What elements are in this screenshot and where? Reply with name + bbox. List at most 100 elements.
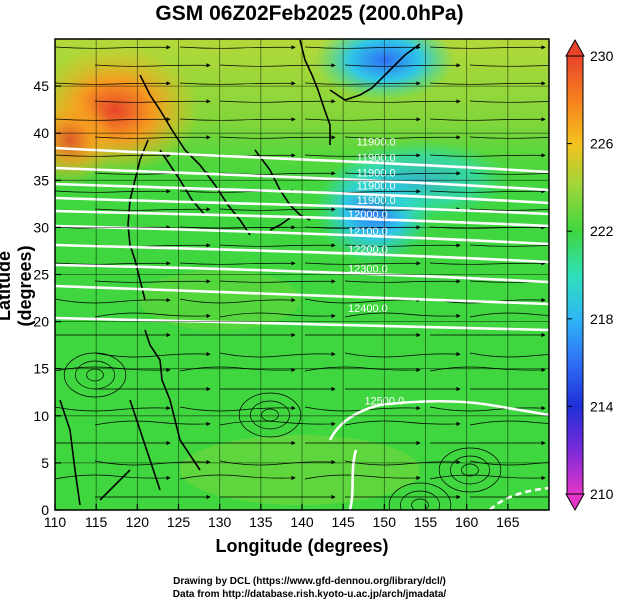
streamline <box>469 172 549 175</box>
contour-labels: 11900.011900.011900.011900.011900.012000… <box>348 136 404 407</box>
contour-label: 12200.0 <box>348 244 388 256</box>
colorbar-tick-label: 222 <box>590 223 614 239</box>
streamline <box>304 261 421 266</box>
contour-label: 12300.0 <box>348 264 388 276</box>
y-tick-label: 10 <box>33 408 49 424</box>
streamline <box>179 261 296 266</box>
contour-label: 11900.0 <box>357 136 396 148</box>
x-tick-label: 165 <box>496 514 520 530</box>
x-tick-label: 130 <box>208 514 232 530</box>
streamline <box>219 63 336 68</box>
streamline <box>304 153 421 158</box>
streamline <box>219 243 336 248</box>
streamline <box>429 117 546 122</box>
streamline <box>94 207 211 212</box>
streamline <box>469 312 549 318</box>
streamline-swirl <box>411 498 429 510</box>
streamline <box>55 474 171 481</box>
colorbar-top-arrow <box>565 38 585 57</box>
streamline <box>469 208 549 211</box>
streamline <box>344 99 461 104</box>
x-tick-label: 120 <box>126 514 150 530</box>
streamline <box>55 261 171 266</box>
streamline <box>219 135 336 140</box>
streamline <box>344 243 461 248</box>
temperature-field: 11900.011900.011900.011900.011900.012000… <box>55 39 549 510</box>
streamline-swirl <box>400 490 440 510</box>
streamline <box>179 474 296 481</box>
colorbar-tick-label: 230 <box>590 48 614 64</box>
streamline <box>469 64 549 67</box>
colorbar-bottom-arrow <box>565 493 585 512</box>
streamline <box>429 189 546 194</box>
streamline-swirl <box>388 482 452 510</box>
y-tick-label: 5 <box>41 455 49 471</box>
y-tick-label: 20 <box>33 314 49 330</box>
streamline <box>429 45 546 50</box>
streamline-swirl <box>461 463 479 477</box>
streamline <box>344 312 461 319</box>
streamline <box>429 474 546 481</box>
streamline <box>179 81 296 86</box>
y-tick-label: 15 <box>33 361 49 377</box>
chart-title: GSM 06Z02Feb2025 (200.0hPa) <box>155 2 464 25</box>
streamline <box>469 136 549 139</box>
streamline <box>55 153 171 158</box>
y-tick-label: 35 <box>33 172 49 188</box>
streamline <box>429 366 546 373</box>
streamline-swirl <box>63 352 127 398</box>
streamline <box>55 189 171 194</box>
streamline <box>219 312 336 319</box>
streamline <box>304 45 421 50</box>
contour-label: 12100.0 <box>348 226 388 238</box>
colorbar: 210 214 218 222 226 230 <box>565 38 614 512</box>
streamline <box>344 459 461 466</box>
streamline <box>219 99 336 104</box>
streamline <box>94 279 211 284</box>
y-axis-ticks: 0 5 10 15 20 25 30 35 40 45 <box>33 78 61 518</box>
streamline <box>219 420 336 427</box>
contour-label: 11900.0 <box>357 152 396 164</box>
y-tick-label: 0 <box>41 502 49 518</box>
streamline <box>179 117 296 122</box>
streamline <box>469 100 549 103</box>
contour-label: 11900.0 <box>357 168 396 180</box>
streamline <box>94 420 211 427</box>
streamline <box>94 312 211 319</box>
cold-anomaly-north <box>315 39 455 100</box>
streamline <box>469 352 549 358</box>
colorbar-tick-label: 214 <box>590 398 614 414</box>
streamline-swirl <box>450 455 490 485</box>
colorbar-tick-label: 210 <box>590 486 614 502</box>
height-contours <box>55 146 549 510</box>
x-axis-ticks: 110 115 120 125 130 135 140 145 150 155 160 165 <box>44 504 520 530</box>
streamline <box>344 279 461 284</box>
streamline <box>55 81 171 86</box>
streamline <box>344 63 461 68</box>
streamline-swirl <box>438 447 502 493</box>
streamline <box>304 81 421 86</box>
streamline <box>219 459 336 466</box>
streamline <box>94 135 211 140</box>
colorbar-tick-label: 226 <box>590 136 614 152</box>
streamline <box>429 261 546 266</box>
x-tick-label: 125 <box>167 514 191 530</box>
streamline <box>55 405 171 412</box>
colorbar-gradient <box>566 55 584 495</box>
x-tick-label: 115 <box>85 514 108 530</box>
streamline-swirl <box>75 360 115 390</box>
streamline <box>55 366 171 373</box>
x-tick-label: 110 <box>44 514 67 530</box>
streamline-swirl <box>250 400 290 430</box>
contour-label: 11900.0 <box>357 195 396 207</box>
colorbar-tick-label: 218 <box>590 311 614 327</box>
streamline <box>429 153 546 158</box>
y-tick-label: 45 <box>33 78 49 94</box>
y-tick-label: 30 <box>33 219 49 235</box>
streamline <box>219 207 336 212</box>
streamline <box>219 279 336 284</box>
streamline <box>219 351 336 358</box>
y-tick-label: 25 <box>33 267 49 283</box>
y-tick-label: 40 <box>33 125 49 141</box>
